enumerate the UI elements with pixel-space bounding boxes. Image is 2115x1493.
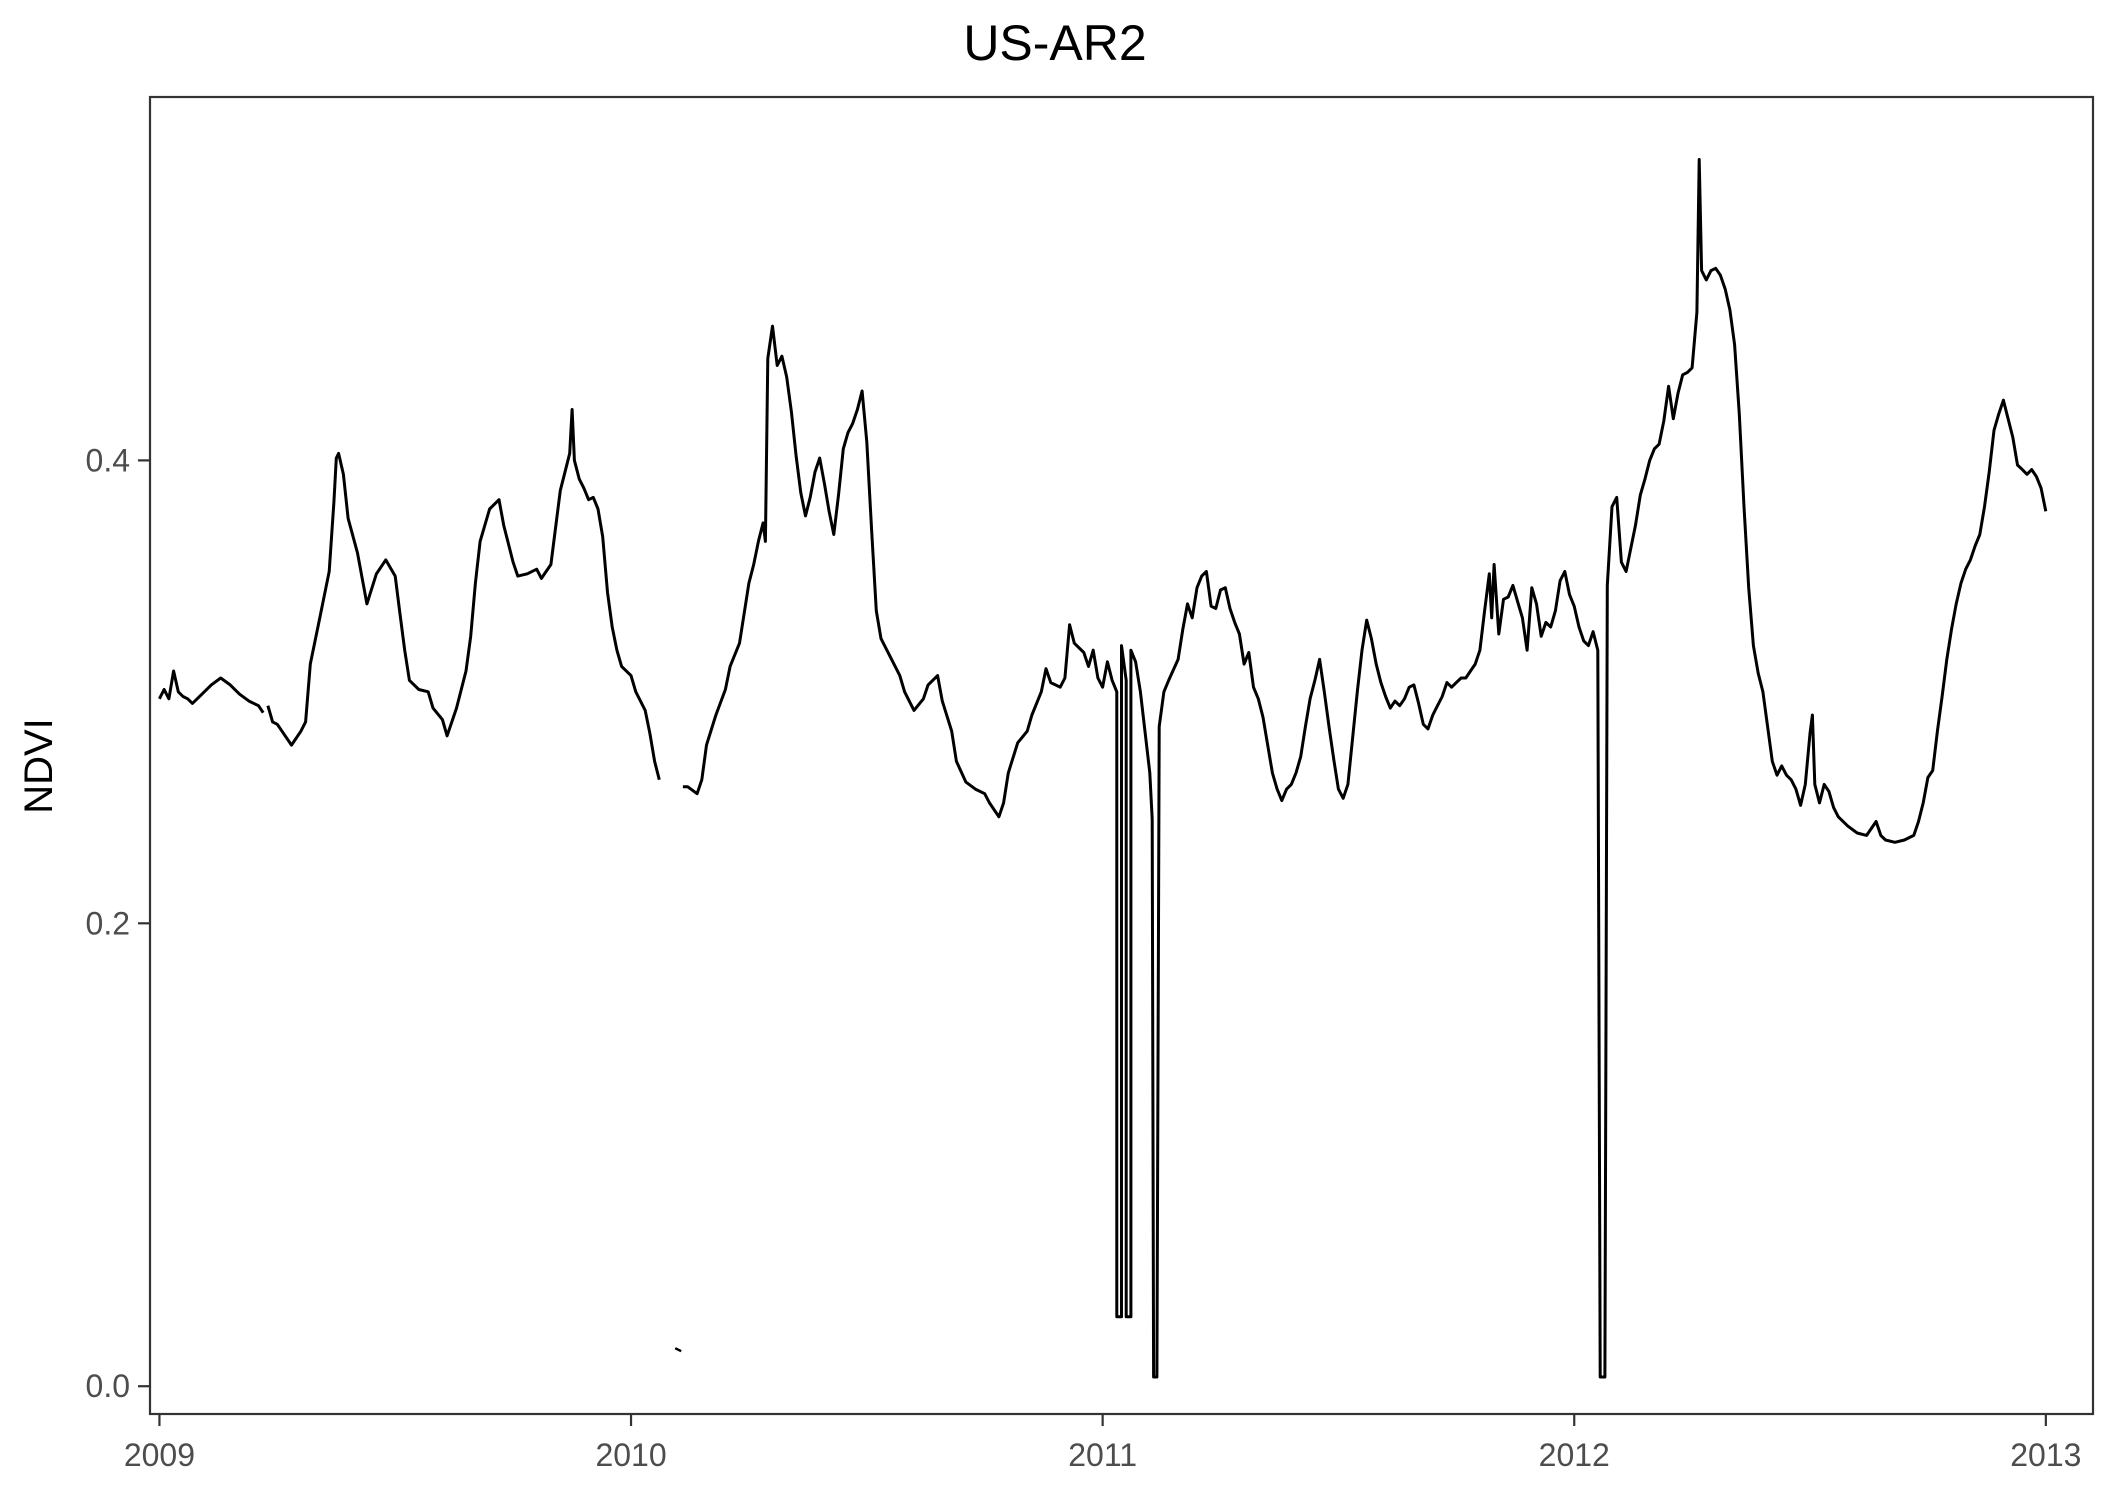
series-ndvi xyxy=(158,158,2048,1379)
chart-title: US-AR2 xyxy=(963,15,1146,71)
series-line-segment xyxy=(158,669,265,714)
x-tick-label: 2013 xyxy=(2010,1437,2081,1473)
plot-panel-border xyxy=(148,95,2095,1416)
series-line-segment xyxy=(682,158,2048,1379)
series-isolated-point xyxy=(674,1347,682,1353)
series-line-segment xyxy=(266,408,661,781)
x-tick-label: 2010 xyxy=(595,1437,666,1473)
x-tick-label: 2011 xyxy=(1068,1437,1137,1473)
y-axis-ticks: 0.0 0.2 0.4 xyxy=(86,442,150,1404)
x-axis-ticks: 2009 2010 2011 2012 2013 xyxy=(124,1414,2081,1473)
x-tick-label: 2009 xyxy=(124,1437,195,1473)
y-axis-label: NDVI xyxy=(17,718,61,814)
y-tick-label: 0.0 xyxy=(86,1368,130,1404)
y-tick-label: 0.2 xyxy=(86,905,130,941)
x-tick-label: 2012 xyxy=(1539,1437,1610,1473)
y-tick-label: 0.4 xyxy=(86,442,130,478)
